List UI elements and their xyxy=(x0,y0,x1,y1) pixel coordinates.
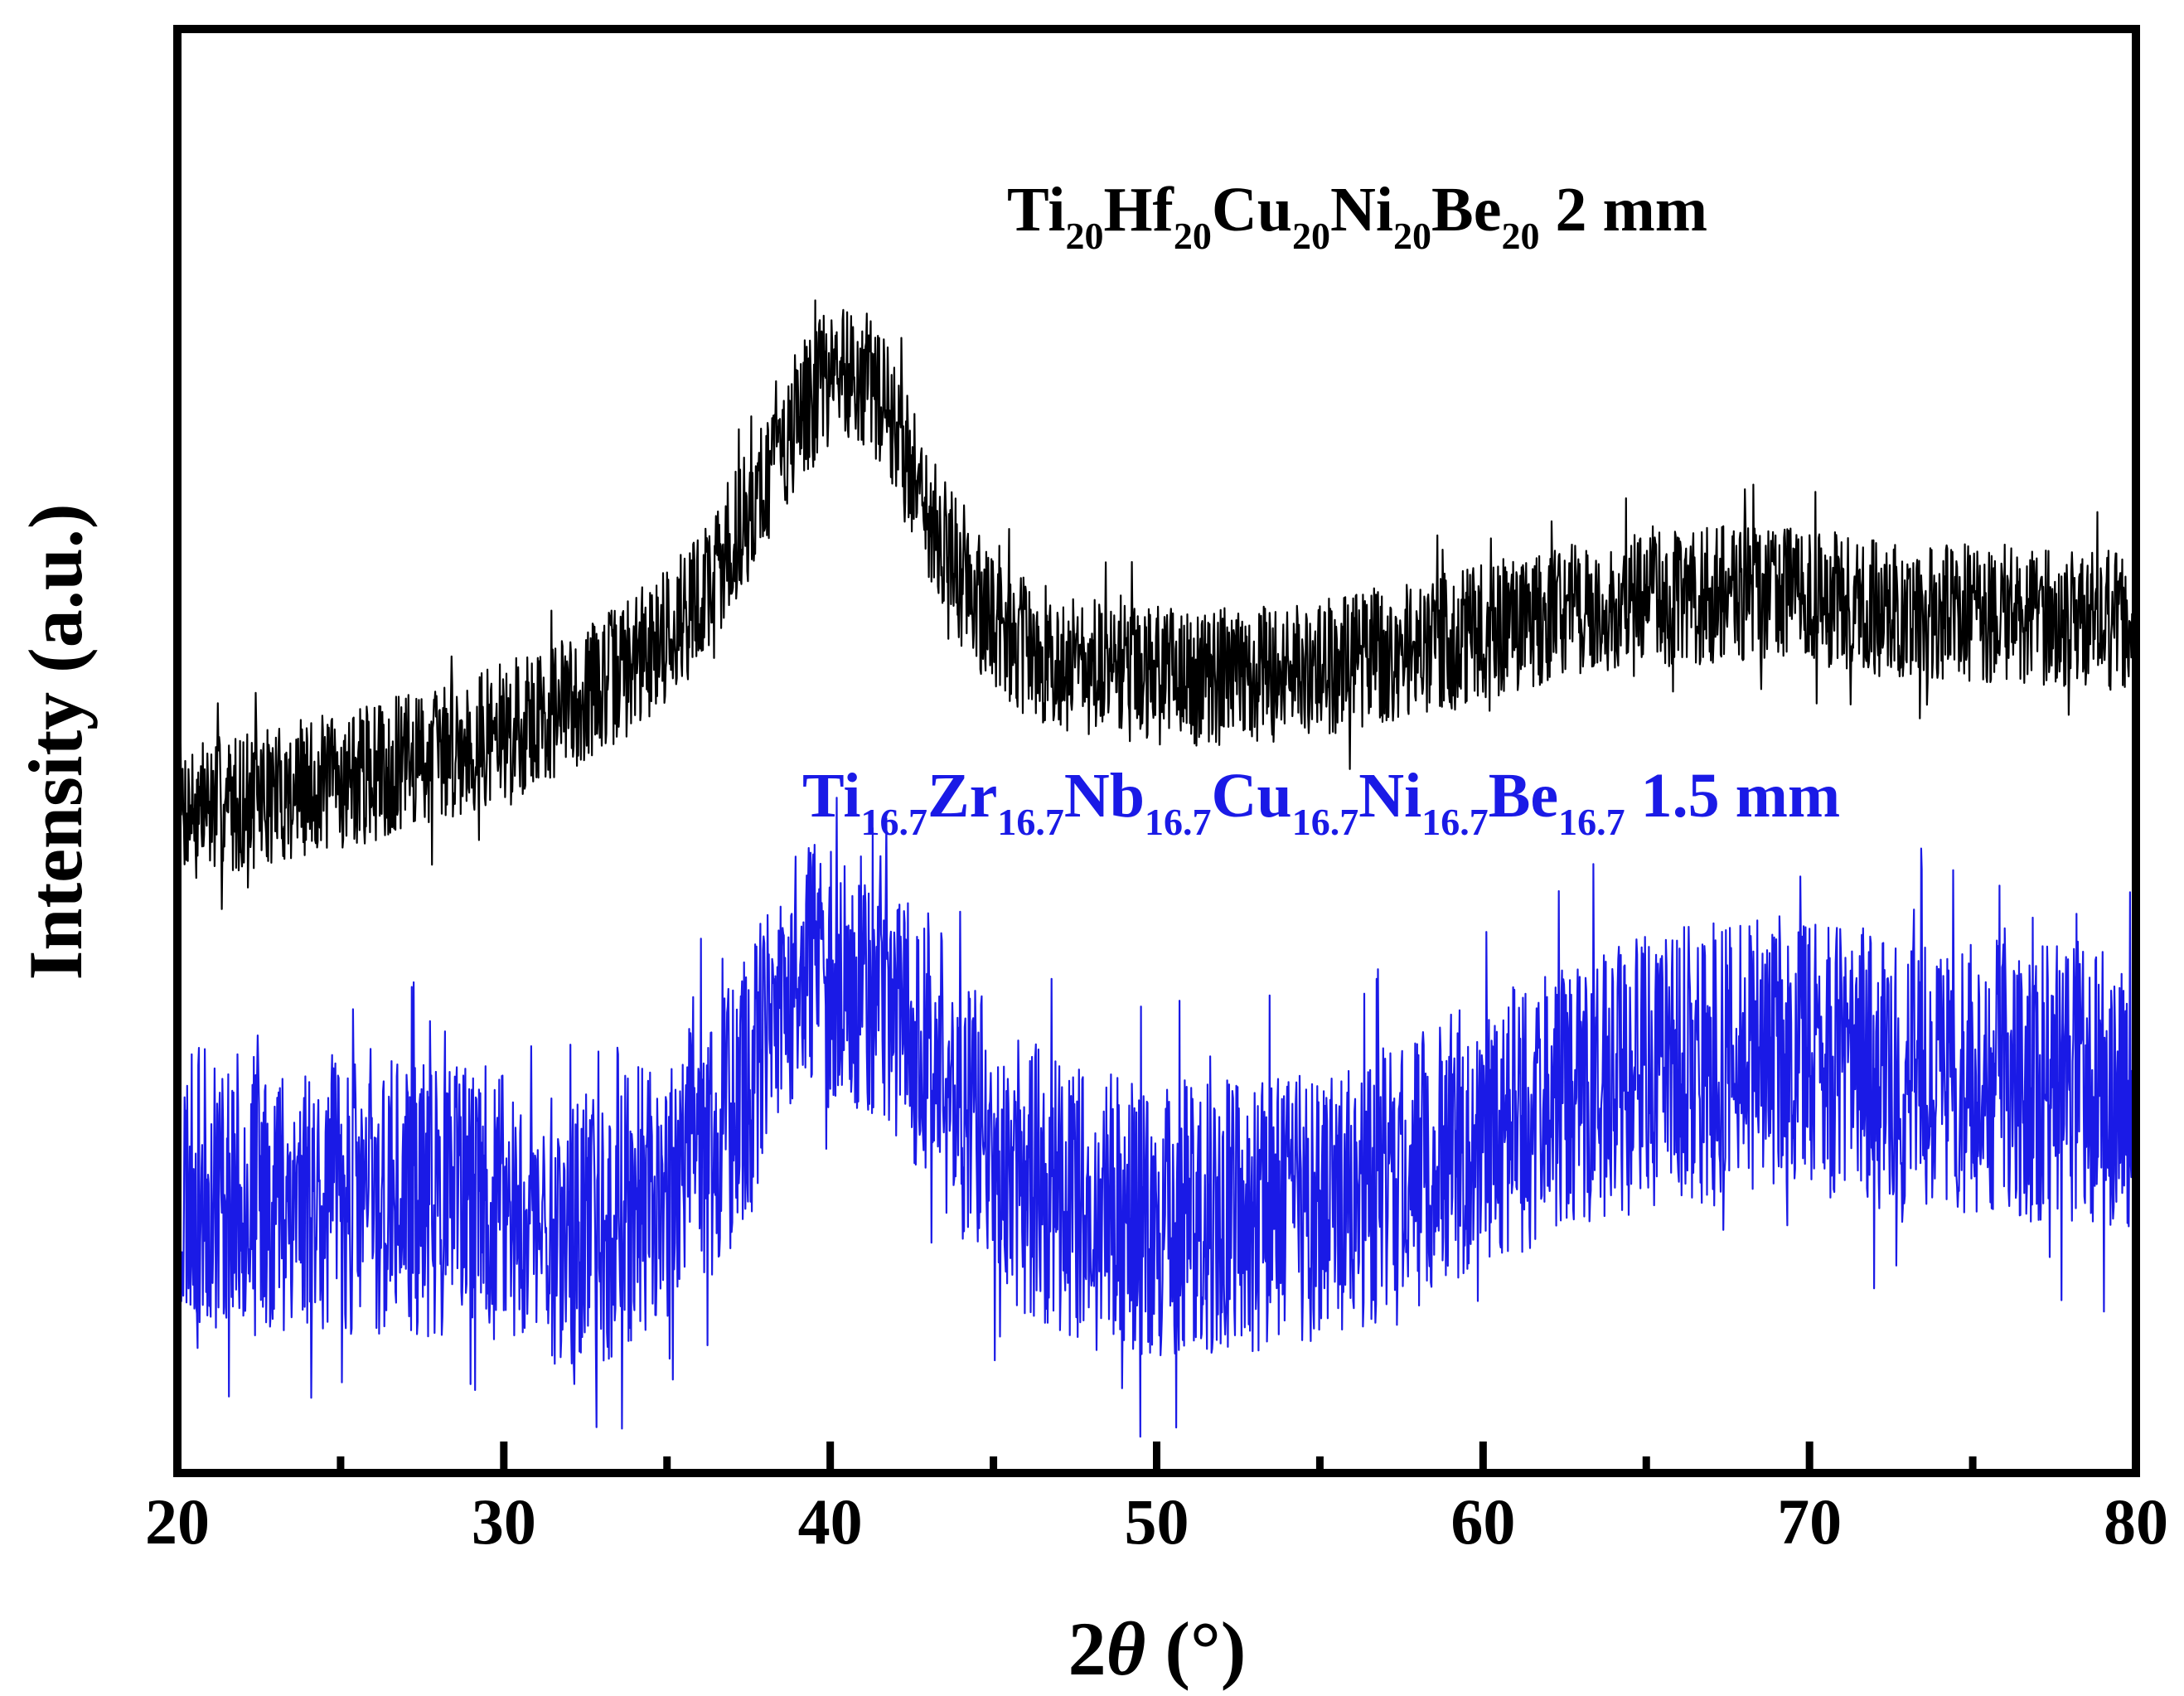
series-label-1: Ti20Hf20Cu20Ni20Be20 2 mm xyxy=(1007,175,1707,257)
series-label-part: Ti xyxy=(802,761,860,831)
series-label-part: Hf xyxy=(1103,175,1174,245)
series-label-part: Cu xyxy=(1212,761,1292,831)
series-label-part: Ni xyxy=(1358,761,1421,831)
series-label-part: Ni xyxy=(1330,175,1393,245)
x-axis-label-theta: θ xyxy=(1107,1606,1146,1691)
series-label-subscript: 16.7 xyxy=(860,801,927,843)
series-label-part: 2 mm xyxy=(1539,175,1707,245)
series-label-subscript: 16.7 xyxy=(997,801,1064,843)
x-axis-ticks xyxy=(337,1442,1977,1473)
x-axis-label-part: (°) xyxy=(1145,1606,1246,1691)
series-line-2 xyxy=(176,797,2138,1438)
series-label-part: Nb xyxy=(1064,761,1145,831)
series-label-subscript: 16.7 xyxy=(1421,801,1489,843)
series-label-part: 1.5 mm xyxy=(1625,761,1841,831)
series-label-subscript: 20 xyxy=(1393,215,1431,257)
series-label-subscript: 20 xyxy=(1501,215,1539,257)
x-tick-label: 60 xyxy=(1450,1485,1515,1558)
series-label-subscript: 20 xyxy=(1065,215,1103,257)
series-label-subscript: 20 xyxy=(1292,215,1330,257)
x-tick-label: 20 xyxy=(145,1485,210,1558)
series-label-part: Be xyxy=(1431,175,1501,245)
x-axis-label: 2θ (°) xyxy=(1068,1606,1247,1691)
series-label-subscript: 16.7 xyxy=(1145,801,1212,843)
x-tick-label: 30 xyxy=(472,1485,536,1558)
x-tick-label: 70 xyxy=(1777,1485,1842,1558)
x-axis-tick-labels: 20 30 40 50 60 70 80 xyxy=(145,1485,2168,1558)
x-tick-label: 80 xyxy=(2104,1485,2168,1558)
series-layer xyxy=(176,299,2138,1438)
x-tick-label: 50 xyxy=(1125,1485,1189,1558)
x-axis-label-part: 2 xyxy=(1068,1606,1107,1691)
series-label-part: Cu xyxy=(1212,175,1292,245)
series-label-part: Be xyxy=(1489,761,1558,831)
series-label-part: Zr xyxy=(927,761,997,831)
series-label-part: Ti xyxy=(1007,175,1065,245)
series-label-subscript: 16.7 xyxy=(1292,801,1359,843)
series-label-layer: Ti20Hf20Cu20Ni20Be20 2 mmTi16.7Zr16.7Nb1… xyxy=(802,175,1840,843)
y-axis-label: Intensity (a.u.) xyxy=(13,503,98,980)
series-label-subscript: 20 xyxy=(1174,215,1212,257)
series-line-1 xyxy=(176,299,2137,910)
x-tick-label: 40 xyxy=(798,1485,863,1558)
series-label-subscript: 16.7 xyxy=(1558,801,1625,843)
series-label-2: Ti16.7Zr16.7Nb16.7Cu16.7Ni16.7Be16.7 1.5… xyxy=(802,761,1840,843)
